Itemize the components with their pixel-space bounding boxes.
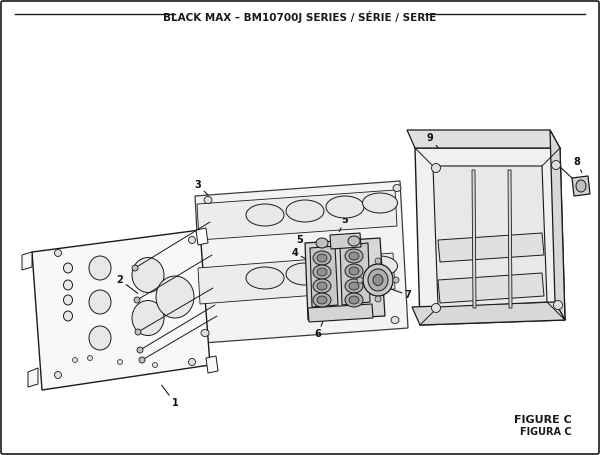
Ellipse shape bbox=[362, 256, 398, 276]
Ellipse shape bbox=[64, 263, 73, 273]
Ellipse shape bbox=[345, 264, 363, 278]
Ellipse shape bbox=[393, 184, 401, 192]
Ellipse shape bbox=[373, 274, 383, 285]
Polygon shape bbox=[572, 176, 590, 196]
Ellipse shape bbox=[152, 363, 157, 368]
Ellipse shape bbox=[89, 290, 111, 314]
Ellipse shape bbox=[139, 357, 145, 363]
Polygon shape bbox=[198, 253, 395, 304]
Polygon shape bbox=[550, 130, 565, 320]
Ellipse shape bbox=[64, 311, 73, 321]
Text: 6: 6 bbox=[314, 318, 324, 339]
Text: FIGURA C: FIGURA C bbox=[520, 427, 572, 437]
Text: 7: 7 bbox=[391, 289, 412, 300]
Ellipse shape bbox=[431, 303, 440, 313]
Ellipse shape bbox=[313, 265, 331, 279]
Ellipse shape bbox=[64, 280, 73, 290]
Ellipse shape bbox=[349, 282, 359, 290]
Ellipse shape bbox=[363, 264, 393, 296]
Text: 8: 8 bbox=[574, 157, 582, 172]
Ellipse shape bbox=[349, 252, 359, 260]
Ellipse shape bbox=[431, 163, 440, 172]
Text: 5: 5 bbox=[296, 235, 311, 246]
Polygon shape bbox=[196, 228, 208, 245]
Polygon shape bbox=[22, 252, 32, 270]
Text: 5: 5 bbox=[339, 215, 349, 232]
Ellipse shape bbox=[554, 300, 563, 309]
Ellipse shape bbox=[326, 196, 364, 218]
Polygon shape bbox=[310, 246, 338, 307]
Ellipse shape bbox=[286, 200, 324, 222]
Ellipse shape bbox=[132, 265, 138, 271]
Ellipse shape bbox=[55, 249, 62, 257]
Ellipse shape bbox=[64, 295, 73, 305]
Ellipse shape bbox=[317, 254, 327, 262]
Ellipse shape bbox=[89, 256, 111, 280]
Ellipse shape bbox=[204, 197, 212, 203]
Ellipse shape bbox=[188, 359, 196, 365]
Ellipse shape bbox=[137, 347, 143, 353]
Polygon shape bbox=[32, 230, 210, 390]
Ellipse shape bbox=[326, 259, 364, 281]
Ellipse shape bbox=[368, 269, 388, 291]
Ellipse shape bbox=[317, 282, 327, 290]
Ellipse shape bbox=[348, 236, 360, 246]
Ellipse shape bbox=[345, 279, 363, 293]
Polygon shape bbox=[407, 130, 560, 148]
Ellipse shape bbox=[375, 296, 381, 302]
Polygon shape bbox=[28, 368, 38, 387]
Ellipse shape bbox=[156, 276, 194, 318]
Text: FIGURE C: FIGURE C bbox=[514, 415, 572, 425]
Ellipse shape bbox=[313, 293, 331, 307]
Text: 4: 4 bbox=[292, 248, 305, 259]
Polygon shape bbox=[438, 273, 544, 303]
Ellipse shape bbox=[88, 355, 92, 360]
Ellipse shape bbox=[89, 326, 111, 350]
Polygon shape bbox=[433, 166, 547, 307]
Ellipse shape bbox=[118, 359, 122, 364]
Polygon shape bbox=[197, 190, 397, 240]
Ellipse shape bbox=[246, 267, 284, 289]
Ellipse shape bbox=[201, 329, 209, 337]
Ellipse shape bbox=[134, 297, 140, 303]
Polygon shape bbox=[308, 304, 373, 322]
Polygon shape bbox=[340, 243, 370, 305]
Polygon shape bbox=[438, 233, 544, 262]
Polygon shape bbox=[305, 238, 385, 320]
Ellipse shape bbox=[362, 193, 398, 213]
Ellipse shape bbox=[317, 296, 327, 304]
Ellipse shape bbox=[357, 277, 363, 283]
Ellipse shape bbox=[313, 251, 331, 265]
Ellipse shape bbox=[345, 249, 363, 263]
Polygon shape bbox=[415, 148, 565, 325]
Text: 3: 3 bbox=[194, 180, 208, 195]
Ellipse shape bbox=[246, 204, 284, 226]
Ellipse shape bbox=[393, 277, 399, 283]
Polygon shape bbox=[330, 233, 361, 249]
Ellipse shape bbox=[391, 317, 399, 324]
Ellipse shape bbox=[132, 300, 164, 335]
Ellipse shape bbox=[349, 267, 359, 275]
Ellipse shape bbox=[135, 329, 141, 335]
Polygon shape bbox=[206, 356, 218, 373]
Ellipse shape bbox=[73, 358, 77, 363]
Text: 9: 9 bbox=[427, 133, 438, 148]
Ellipse shape bbox=[55, 371, 62, 379]
Ellipse shape bbox=[286, 263, 324, 285]
Ellipse shape bbox=[349, 296, 359, 304]
Polygon shape bbox=[412, 302, 565, 325]
Polygon shape bbox=[195, 181, 408, 343]
Ellipse shape bbox=[375, 258, 381, 264]
Ellipse shape bbox=[313, 279, 331, 293]
Polygon shape bbox=[472, 170, 476, 308]
Polygon shape bbox=[508, 170, 512, 308]
Ellipse shape bbox=[551, 161, 560, 170]
Ellipse shape bbox=[316, 238, 328, 248]
Ellipse shape bbox=[317, 268, 327, 276]
Text: BLACK MAX – BM10700J SERIES / SÉRIE / SERIE: BLACK MAX – BM10700J SERIES / SÉRIE / SE… bbox=[163, 11, 437, 23]
Text: 2: 2 bbox=[116, 275, 138, 293]
Ellipse shape bbox=[188, 237, 196, 243]
Text: 1: 1 bbox=[161, 385, 178, 408]
Ellipse shape bbox=[132, 258, 164, 293]
